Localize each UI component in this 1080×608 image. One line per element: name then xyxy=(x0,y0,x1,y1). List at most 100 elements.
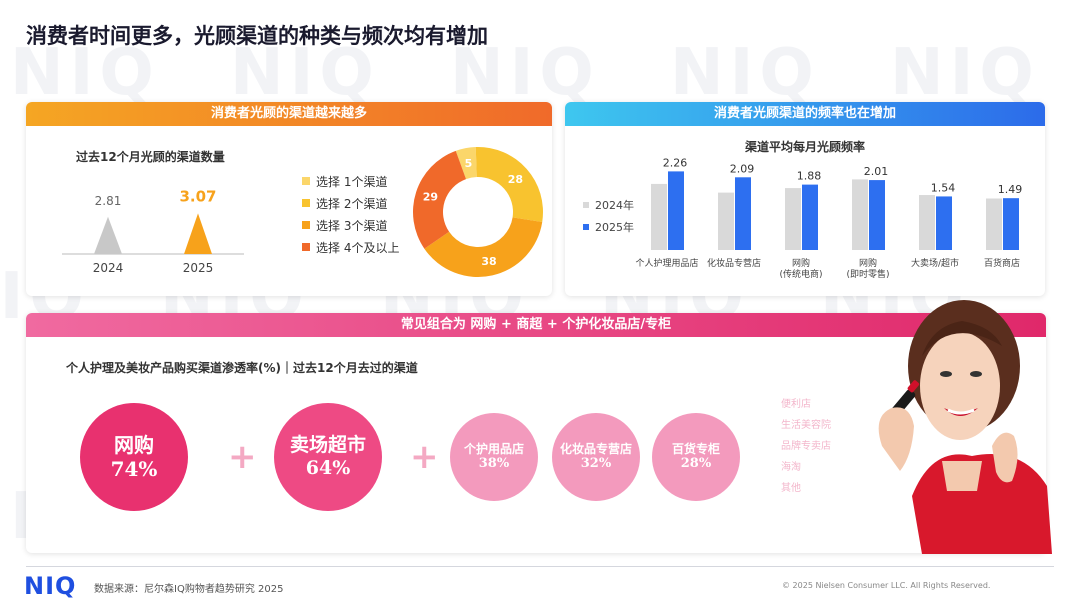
bar-mark xyxy=(785,188,801,250)
legend-label: 选择 1个渠道 xyxy=(316,174,388,189)
circle-label: 卖场超市 xyxy=(289,434,366,457)
bar-mark xyxy=(718,192,734,250)
tick-label: 2025 xyxy=(183,261,214,275)
circle-department-store: 百货专柜 28% xyxy=(652,413,740,501)
frequency-subtitle: 渠道平均每月光顾频率 xyxy=(745,140,866,154)
donut-slice xyxy=(475,147,543,222)
circle-value: 74% xyxy=(110,456,158,481)
combination-header: 常见组合为 网购 + 商超 + 个护化妆品店/专柜 xyxy=(26,313,1046,337)
circle-value: 64% xyxy=(305,456,351,479)
legend-swatch xyxy=(302,243,310,251)
circle-label: 百货专柜 xyxy=(671,441,720,456)
legend-swatch xyxy=(302,177,310,185)
circle-value: 32% xyxy=(580,456,612,472)
slice-label: 5 xyxy=(465,157,473,170)
donut-slice xyxy=(455,147,477,180)
frequency-header: 消费者光顾渠道的频率也在增加 xyxy=(565,102,1045,126)
tick-label: (即时零售) xyxy=(846,268,889,280)
legend-item: 选择 2个渠道 xyxy=(302,192,399,214)
circle-cosmetics-store: 化妆品专营店 32% xyxy=(552,413,640,501)
data-label: 2.26 xyxy=(663,156,688,169)
plus-sign: + xyxy=(228,437,257,477)
page-title: 消费者时间更多，光顾渠道的种类与频次均有增加 xyxy=(26,24,488,48)
legend-label: 2025年 xyxy=(595,221,634,234)
frequency-bar-chart: 2.26个人护理用品店2.09化妆品专营店1.88网购(传统电商)2.01网购(… xyxy=(635,156,1023,280)
combination-card: 常见组合为 网购 + 商超 + 个护化妆品店/专柜 个人护理及美妆产品购买渠道渗… xyxy=(26,313,1046,553)
frequency-card: 消费者光顾渠道的频率也在增加 渠道平均每月光顾频率 2024年 2025年 2.… xyxy=(565,102,1045,296)
model-illustration xyxy=(878,300,1052,554)
watermark-text: NIQ xyxy=(230,40,380,110)
bar-mark xyxy=(651,183,667,250)
donut-slice xyxy=(424,217,543,277)
legend-item: 选择 4个及以上 xyxy=(302,236,399,258)
channel-count-card: 消费者光顾的渠道越来越多 过去12个月光顾的渠道数量 2.81 2024 3.07 2… xyxy=(26,102,552,296)
legend-swatch xyxy=(583,202,589,208)
channel-count-chart: 2.81 2024 3.07 2025 5 28 38 29 xyxy=(62,147,543,277)
channel-count-header: 消费者光顾的渠道越来越多 xyxy=(26,102,552,126)
slice-label: 28 xyxy=(508,173,523,186)
legend-swatch xyxy=(302,199,310,207)
other-channels-list: 便利店 生活美容院 品牌专卖店 海淘 其他 xyxy=(781,394,831,499)
data-label: 1.88 xyxy=(797,170,822,183)
bar-mark xyxy=(735,177,751,250)
circle-label: 化妆品专营店 xyxy=(559,441,632,456)
bar-mark xyxy=(919,195,935,250)
circle-online: 网购 74% xyxy=(80,403,188,511)
tick-label: 2024 xyxy=(93,261,124,275)
niq-logo: NIQ xyxy=(24,572,77,600)
value-label: 3.07 xyxy=(179,187,216,205)
footer-divider xyxy=(26,566,1054,567)
donut-slice xyxy=(413,150,467,249)
triangle-mark xyxy=(94,216,122,254)
circle-label: 个护用品店 xyxy=(463,441,524,456)
bar-mark xyxy=(668,171,684,250)
data-label: 2.09 xyxy=(730,162,755,175)
watermark-text: NIQ xyxy=(670,40,820,110)
tick-label: 网购 xyxy=(792,257,810,269)
legend-swatch xyxy=(302,221,310,229)
circle-value: 28% xyxy=(680,456,712,472)
circle-personal-care: 个护用品店 38% xyxy=(450,413,538,501)
combination-subtitle: 个人护理及美妆产品购买渠道渗透率(%)｜过去12个月去过的渠道 xyxy=(66,361,418,375)
triangle-mark xyxy=(184,213,212,254)
data-source: 数据来源：尼尔森IQ购物者趋势研究 2025 xyxy=(94,584,284,595)
bar-mark xyxy=(986,198,1002,250)
legend-label: 选择 3个渠道 xyxy=(316,218,388,233)
legend-item: 2025年 xyxy=(583,216,634,238)
value-label: 2.81 xyxy=(95,194,122,208)
other-channel-item: 便利店 xyxy=(781,399,811,410)
watermark-text: NIQ xyxy=(890,40,1040,110)
other-channel-item: 生活美容院 xyxy=(781,420,831,431)
copyright: © 2025 Nielsen Consumer LLC. All Rights … xyxy=(782,581,991,590)
other-channel-item: 海淘 xyxy=(781,462,801,473)
frequency-legend: 2024年 2025年 xyxy=(583,194,634,238)
bar-mark xyxy=(1003,198,1019,250)
watermark-text: NIQ xyxy=(10,40,160,110)
tick-label: 个人护理用品店 xyxy=(635,257,698,269)
legend-label: 选择 4个及以上 xyxy=(316,240,400,255)
watermark-text: NIQ xyxy=(450,40,600,110)
other-channel-item: 其他 xyxy=(781,483,801,494)
slice-label: 38 xyxy=(481,255,496,268)
tick-label: 大卖场/超市 xyxy=(911,257,959,269)
circle-hypermarket: 卖场超市 64% xyxy=(274,403,382,511)
circle-value: 38% xyxy=(478,456,510,472)
bar-mark xyxy=(869,180,885,250)
tick-label: 化妆品专营店 xyxy=(707,257,761,269)
tick-label: 百货商店 xyxy=(984,257,1020,269)
other-channel-item: 品牌专卖店 xyxy=(781,441,831,452)
data-label: 1.54 xyxy=(931,181,956,194)
tick-label: 网购 xyxy=(859,257,877,269)
legend-item: 选择 1个渠道 xyxy=(302,170,399,192)
data-label: 2.01 xyxy=(864,165,889,178)
data-label: 1.49 xyxy=(998,183,1023,196)
donut-legend: 选择 1个渠道 选择 2个渠道 选择 3个渠道 选择 4个及以上 xyxy=(302,170,399,258)
bar-mark xyxy=(802,184,818,250)
plus-sign: + xyxy=(410,437,439,477)
circle-label: 网购 xyxy=(114,432,154,457)
tick-label: (传统电商) xyxy=(779,268,822,280)
channel-count-subtitle: 过去12个月光顾的渠道数量 xyxy=(76,150,225,164)
slice-label: 29 xyxy=(423,191,438,204)
legend-label: 选择 2个渠道 xyxy=(316,196,388,211)
legend-item: 选择 3个渠道 xyxy=(302,214,399,236)
